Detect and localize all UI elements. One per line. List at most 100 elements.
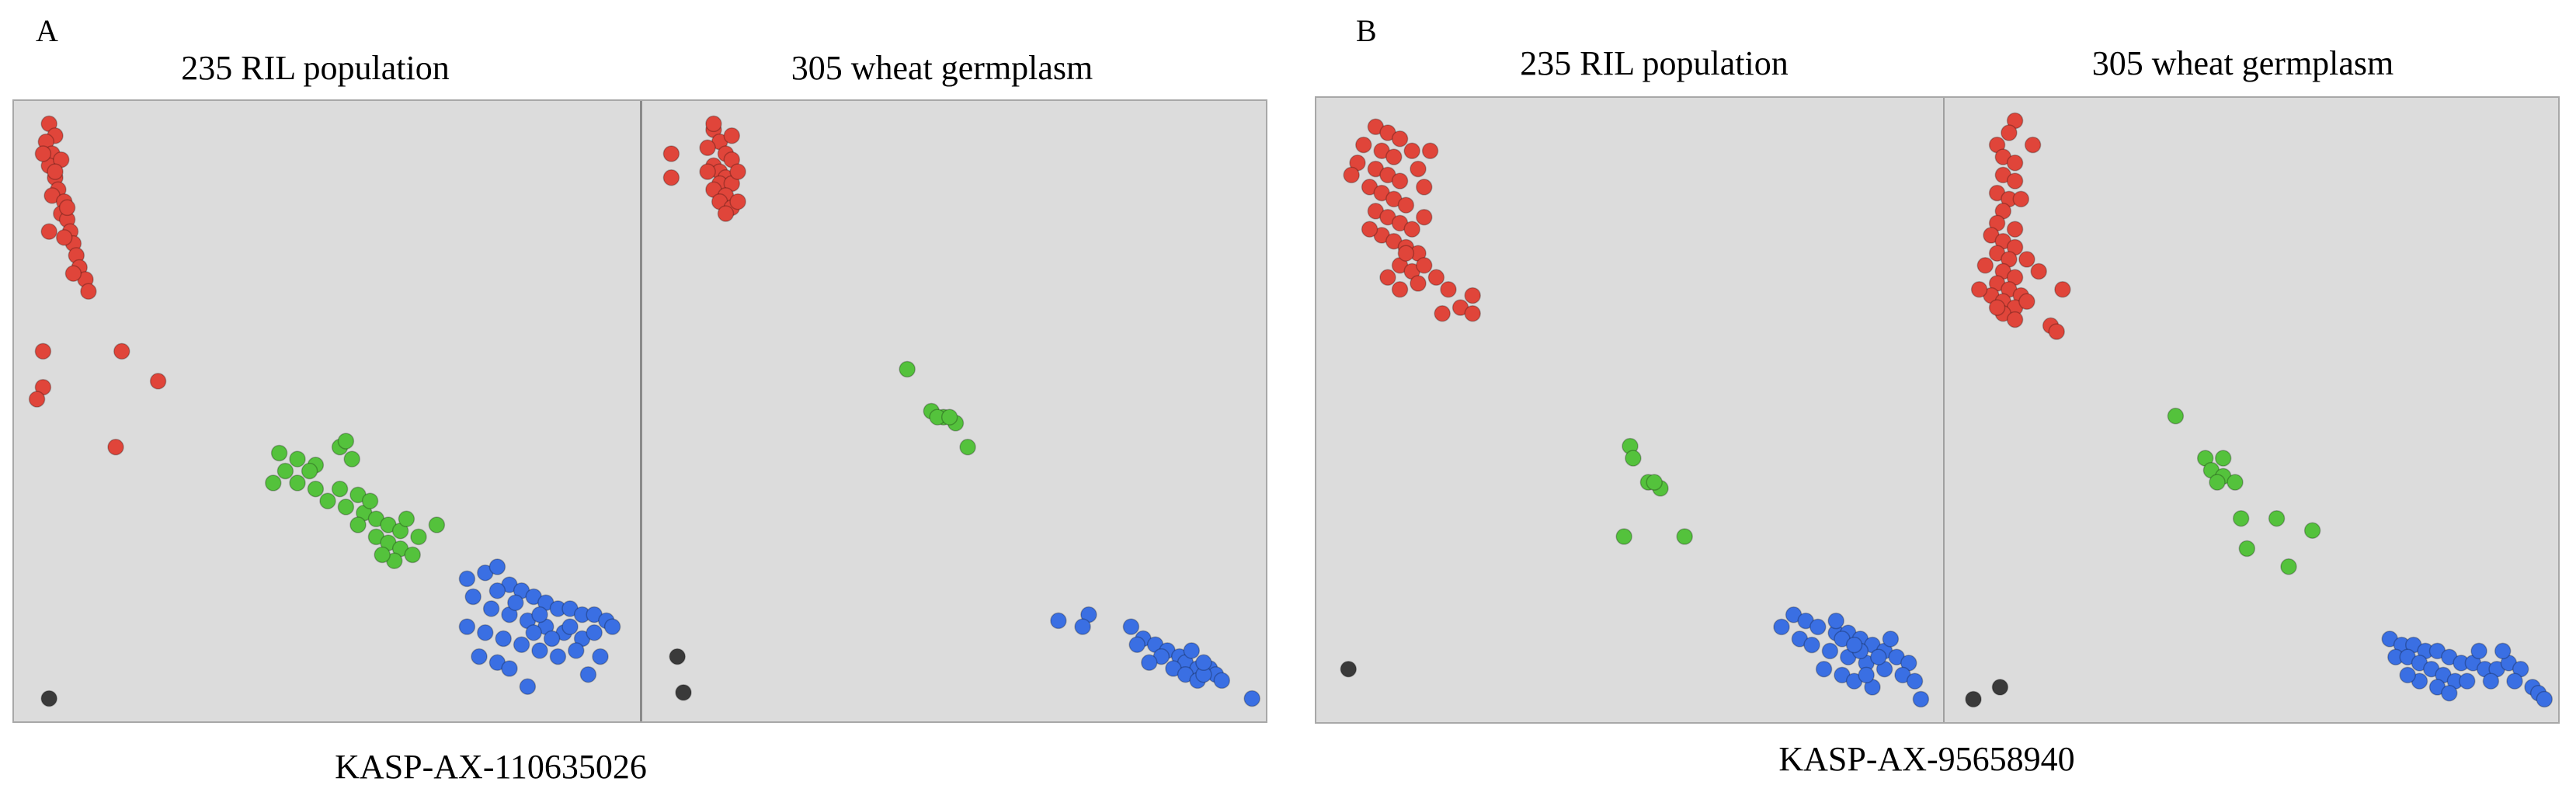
- red-genotype-point: [2048, 323, 2065, 340]
- red-genotype-point: [1355, 136, 1372, 154]
- black-genotype-point: [1991, 679, 2009, 696]
- panel-b-right-title: 305 wheat germplasm: [2091, 44, 2394, 82]
- green-genotype-point: [398, 510, 415, 528]
- black-genotype-point: [675, 684, 692, 701]
- blue-genotype-point: [1827, 612, 1844, 630]
- blue-genotype-point: [2494, 642, 2512, 660]
- blue-genotype-point: [1845, 636, 1863, 654]
- panel-a-right-title: 305 wheat germplasm: [791, 49, 1093, 87]
- green-genotype-point: [349, 516, 367, 533]
- red-genotype-point: [662, 145, 680, 162]
- red-genotype-point: [1403, 142, 1420, 160]
- green-genotype-point: [361, 492, 379, 509]
- blue-genotype-point: [531, 606, 548, 624]
- red-genotype-point: [705, 115, 722, 133]
- red-genotype-point: [34, 145, 52, 162]
- green-genotype-point: [331, 480, 349, 498]
- panel-b-germplasm-scatter: [1965, 112, 2553, 708]
- red-genotype-point: [2054, 281, 2071, 298]
- green-genotype-point: [2167, 408, 2185, 425]
- blue-genotype-point: [513, 636, 530, 653]
- green-genotype-point: [410, 528, 427, 546]
- blue-genotype-point: [543, 630, 561, 648]
- blue-genotype-point: [561, 618, 579, 635]
- blue-genotype-point: [603, 618, 621, 635]
- red-genotype-point: [1416, 257, 1433, 274]
- blue-genotype-point: [1809, 618, 1827, 636]
- blue-genotype-point: [1183, 642, 1201, 659]
- red-genotype-point: [1440, 281, 1457, 298]
- blue-genotype-point: [592, 648, 609, 665]
- red-genotype-point: [1410, 275, 1427, 292]
- blue-genotype-point: [1815, 660, 1833, 678]
- red-genotype-point: [1403, 221, 1420, 238]
- red-genotype-point: [2030, 262, 2047, 280]
- red-genotype-point: [107, 439, 124, 456]
- red-genotype-point: [1397, 196, 1415, 214]
- green-genotype-point: [374, 546, 391, 564]
- blue-genotype-point: [1050, 612, 1067, 630]
- blue-genotype-point: [1821, 642, 1839, 660]
- red-genotype-point: [1391, 130, 1409, 148]
- red-genotype-point: [1379, 269, 1396, 287]
- red-genotype-point: [2001, 124, 2018, 141]
- blue-genotype-point: [579, 665, 597, 683]
- red-genotype-point: [64, 265, 82, 282]
- blue-genotype-point: [525, 624, 542, 641]
- blue-genotype-point: [501, 660, 518, 677]
- blue-genotype-point: [482, 600, 500, 617]
- green-genotype-point: [940, 408, 958, 426]
- panel-a-germplasm-scatter: [662, 115, 1260, 707]
- blue-genotype-point: [507, 594, 524, 611]
- red-genotype-point: [699, 163, 716, 180]
- green-genotype-point: [428, 516, 446, 533]
- red-genotype-point: [1421, 142, 1439, 160]
- green-genotype-point: [2209, 474, 2226, 491]
- red-genotype-point: [1385, 148, 1403, 165]
- blue-genotype-point: [2482, 672, 2500, 690]
- red-genotype-point: [55, 229, 73, 246]
- blue-genotype-point: [1906, 672, 1924, 690]
- green-genotype-point: [301, 462, 318, 480]
- red-genotype-point: [28, 391, 46, 408]
- red-genotype-point: [1416, 179, 1433, 196]
- panel-b-plot-area: [1315, 96, 2560, 724]
- red-genotype-point: [1343, 166, 1360, 184]
- blue-genotype-point: [531, 642, 548, 659]
- red-genotype-point: [2006, 221, 2024, 238]
- blue-genotype-point: [488, 582, 506, 599]
- green-genotype-point: [289, 450, 306, 467]
- panel-a-plot-area: [12, 99, 1267, 723]
- panel-b-divider: [1943, 98, 1945, 722]
- red-genotype-point: [729, 163, 746, 180]
- blue-genotype-point: [2506, 672, 2523, 690]
- red-genotype-point: [723, 127, 741, 144]
- panel-a-left-title: 235 RIL population: [181, 49, 450, 87]
- green-genotype-point: [1615, 528, 1632, 545]
- green-genotype-point: [1676, 528, 1693, 545]
- green-genotype-point: [1646, 474, 1663, 491]
- blue-genotype-point: [1870, 648, 1887, 665]
- black-genotype-point: [1965, 690, 1982, 708]
- green-genotype-point: [2280, 558, 2297, 575]
- blue-genotype-point: [1122, 618, 1140, 635]
- black-genotype-point: [669, 648, 686, 665]
- red-genotype-point: [717, 205, 735, 222]
- red-genotype-point: [80, 283, 97, 300]
- red-genotype-point: [2006, 311, 2024, 328]
- red-genotype-point: [1416, 208, 1433, 226]
- red-genotype-point: [113, 342, 130, 360]
- blue-genotype-point: [2399, 666, 2416, 684]
- red-genotype-point: [1397, 245, 1415, 262]
- blue-genotype-point: [586, 624, 603, 641]
- red-genotype-point: [1464, 287, 1481, 304]
- green-genotype-point: [2232, 509, 2250, 527]
- blue-genotype-point: [1074, 618, 1091, 635]
- red-genotype-point: [40, 223, 57, 240]
- blue-genotype-point: [519, 678, 537, 695]
- green-genotype-point: [2268, 509, 2286, 527]
- green-genotype-point: [404, 546, 421, 564]
- red-genotype-point: [729, 193, 746, 210]
- red-genotype-point: [58, 199, 76, 217]
- blue-genotype-point: [549, 648, 567, 665]
